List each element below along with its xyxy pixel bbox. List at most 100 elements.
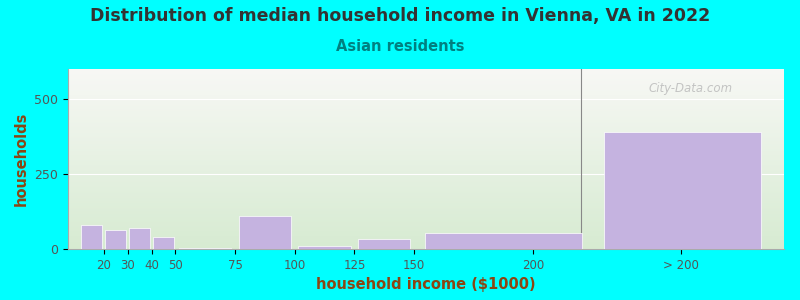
Bar: [68, 85, 784, 86]
Bar: [68, 103, 784, 104]
Bar: [68, 231, 784, 232]
Bar: [68, 239, 784, 240]
Bar: [68, 138, 784, 139]
Bar: [68, 111, 784, 112]
Bar: [68, 142, 784, 143]
Bar: [68, 98, 784, 99]
Bar: [68, 120, 784, 121]
Bar: [68, 219, 784, 220]
Bar: [179, 248, 231, 249]
Bar: [68, 153, 784, 154]
Bar: [68, 122, 784, 123]
Bar: [68, 152, 784, 153]
Bar: [68, 74, 784, 75]
Bar: [68, 160, 784, 161]
Bar: [68, 172, 784, 173]
X-axis label: household income ($1000): household income ($1000): [316, 277, 536, 292]
Bar: [68, 189, 784, 190]
Bar: [82, 225, 102, 249]
Bar: [68, 207, 784, 208]
Bar: [68, 100, 784, 101]
Bar: [68, 123, 784, 124]
Bar: [153, 237, 174, 249]
Bar: [68, 69, 784, 70]
Bar: [68, 73, 784, 74]
Bar: [68, 127, 784, 128]
Bar: [358, 238, 410, 249]
Bar: [68, 93, 784, 94]
Bar: [68, 101, 784, 102]
Bar: [68, 118, 784, 119]
Bar: [68, 132, 784, 133]
Bar: [68, 80, 784, 81]
Bar: [68, 210, 784, 211]
Bar: [68, 162, 784, 163]
Bar: [68, 96, 784, 97]
Bar: [68, 159, 784, 160]
Bar: [68, 94, 784, 95]
Bar: [604, 132, 762, 249]
Bar: [68, 109, 784, 110]
Bar: [68, 84, 784, 85]
Bar: [68, 130, 784, 131]
Bar: [68, 82, 784, 83]
Bar: [68, 223, 784, 224]
Bar: [68, 141, 784, 142]
Bar: [68, 176, 784, 177]
Bar: [68, 173, 784, 174]
Bar: [68, 89, 784, 90]
Bar: [68, 234, 784, 235]
Bar: [68, 154, 784, 155]
Bar: [68, 225, 784, 226]
Bar: [68, 104, 784, 105]
Bar: [68, 99, 784, 100]
Bar: [68, 124, 784, 125]
Bar: [68, 78, 784, 79]
Bar: [68, 202, 784, 203]
Bar: [68, 117, 784, 118]
Bar: [68, 144, 784, 145]
Bar: [68, 164, 784, 165]
Bar: [68, 201, 784, 202]
Text: Asian residents: Asian residents: [336, 39, 464, 54]
Bar: [68, 71, 784, 72]
Bar: [68, 188, 784, 189]
Bar: [68, 209, 784, 210]
Bar: [68, 233, 784, 234]
Bar: [68, 137, 784, 138]
Bar: [68, 203, 784, 204]
Bar: [68, 112, 784, 113]
Bar: [68, 134, 784, 135]
Bar: [68, 180, 784, 181]
Bar: [68, 100, 784, 101]
Bar: [68, 149, 784, 150]
Bar: [68, 139, 784, 140]
Bar: [68, 105, 784, 106]
Bar: [68, 184, 784, 185]
Bar: [68, 174, 784, 175]
Bar: [68, 143, 784, 144]
Bar: [68, 128, 784, 129]
Bar: [68, 115, 784, 116]
Bar: [68, 92, 784, 93]
Text: City-Data.com: City-Data.com: [649, 82, 733, 94]
Bar: [68, 224, 784, 225]
Bar: [68, 82, 784, 83]
Bar: [68, 161, 784, 162]
Bar: [68, 145, 784, 146]
Bar: [68, 242, 784, 243]
Bar: [68, 204, 784, 205]
Bar: [68, 235, 784, 236]
Bar: [68, 227, 784, 228]
Bar: [68, 87, 784, 88]
Bar: [68, 196, 784, 197]
Bar: [68, 106, 784, 107]
Bar: [298, 246, 351, 249]
Bar: [68, 168, 784, 169]
Bar: [68, 243, 784, 244]
Bar: [68, 199, 784, 200]
Bar: [68, 150, 784, 151]
Bar: [68, 83, 784, 84]
Bar: [68, 75, 784, 76]
Bar: [68, 79, 784, 80]
